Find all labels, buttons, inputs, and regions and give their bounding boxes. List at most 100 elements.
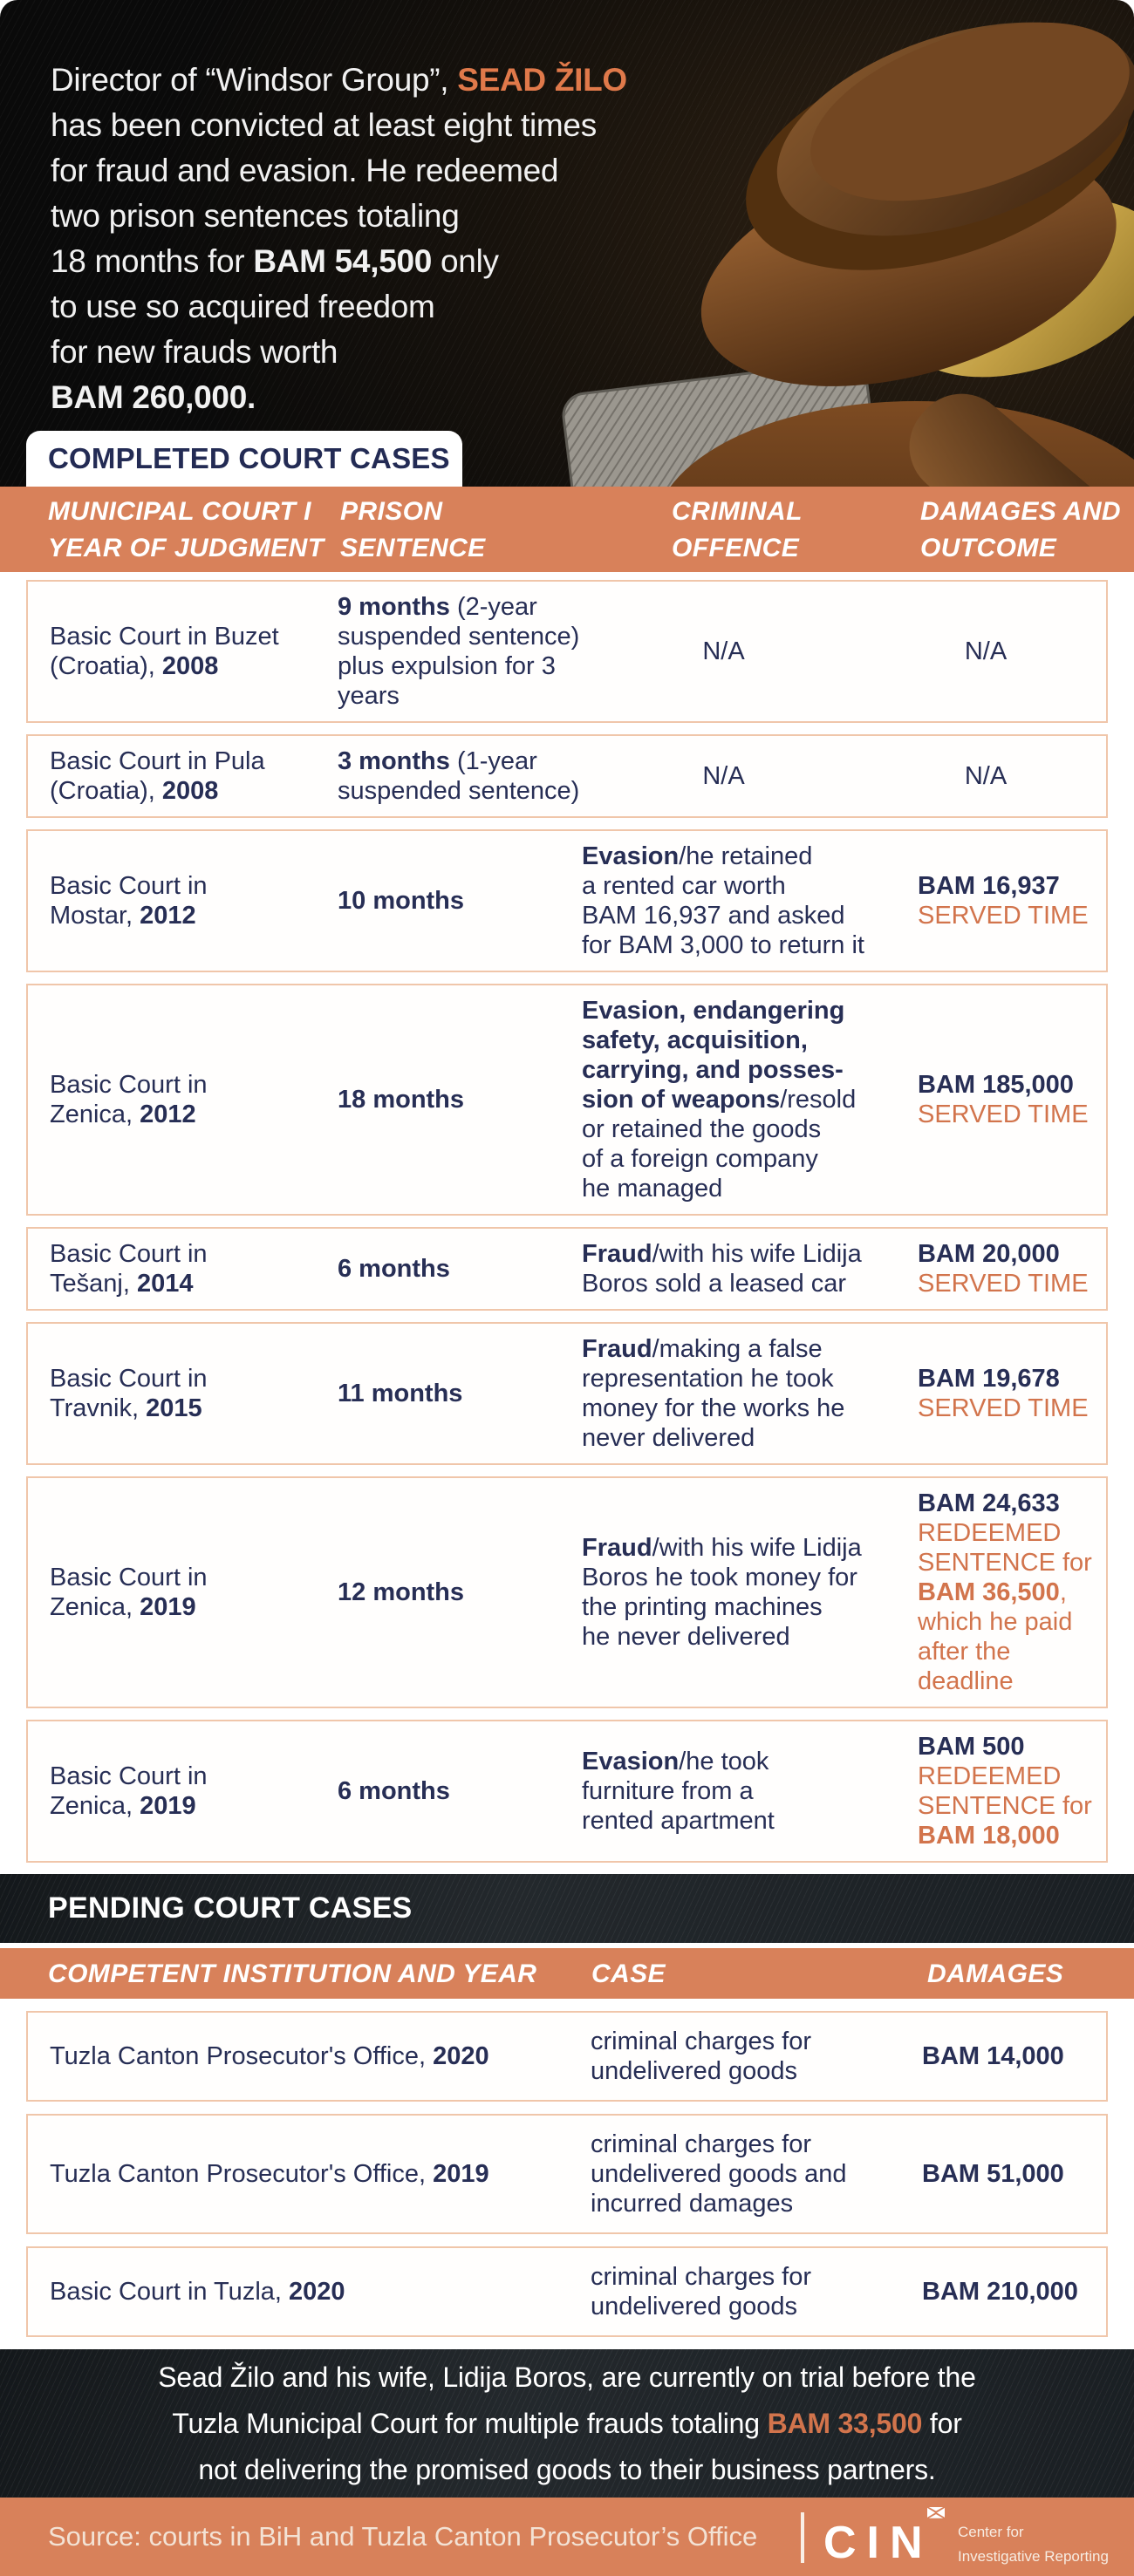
source-text: Source: courts in BiH and Tuzla Canton P…	[48, 2521, 758, 2552]
text-segment: Basic Court in Zenica,	[50, 1762, 208, 1820]
text-segment: (1-year suspended sentence)	[338, 747, 580, 805]
text-segment: two prison sentences totaling	[51, 198, 460, 234]
text-segment: Fraud	[582, 1240, 652, 1268]
text-segment: 9 months	[338, 593, 450, 621]
text-segment: /he retained a rented car worth BAM 16,9…	[582, 842, 864, 959]
cell-court: Basic Court in Pula (Croatia), 2008	[28, 746, 338, 806]
bottom-note-band: Sead Žilo and his wife, Lidija Boros, ar…	[0, 2349, 1134, 2498]
text-segment: N/A	[964, 762, 1008, 790]
cin-logo-text: CIN	[823, 2518, 933, 2568]
text-segment: Director of “Windsor Group”,	[51, 62, 458, 98]
text-segment: 3 months	[338, 747, 450, 775]
text-segment: 2012	[140, 1101, 196, 1128]
completed-table-row: Basic Court in Zenica, 2019 12 months Frau…	[26, 1476, 1108, 1708]
cell-offence: N/A	[582, 637, 918, 666]
column-header-institution: COMPETENT INSTITUTION AND YEAR	[48, 1959, 537, 1988]
completed-table-row: Basic Court in Travnik, 2015 11 months Fra…	[26, 1322, 1108, 1465]
pending-cases-title: PENDING COURT CASES	[48, 1891, 413, 1925]
cell-damages: BAM 16,937 SERVED TIME	[918, 871, 1106, 930]
text-segment: BAM 500	[918, 1733, 1025, 1761]
cell-damages: BAM 14,000	[922, 2041, 1106, 2071]
text-segment: criminal charges for undelivered goods a…	[591, 2130, 847, 2218]
footer-divider	[801, 2512, 804, 2563]
text-segment: BAM 33,500	[767, 2408, 923, 2439]
cell-damages: N/A	[918, 761, 1106, 791]
text-segment: 10 months	[338, 887, 465, 915]
cell-court: Basic Court in Zenica, 2012	[28, 1070, 338, 1129]
cell-case: criminal charges for undelivered goods a…	[591, 2130, 922, 2218]
text-segment: for	[922, 2408, 962, 2439]
cell-damages: BAM 20,000 SERVED TIME	[918, 1239, 1106, 1298]
text-segment: BAM 54,500	[253, 243, 433, 279]
cell-sentence: 6 months	[338, 1254, 582, 1284]
text-line: not delivering the promised goods to the…	[0, 2447, 1134, 2493]
text-segment: Evasion, endangering safety, acquisition…	[582, 997, 845, 1114]
text-line: Sead Žilo and his wife, Lidija Boros, ar…	[0, 2355, 1134, 2401]
header-line: PRISON	[340, 497, 443, 526]
text-segment: SERVED TIME	[918, 1270, 1089, 1298]
header-line: OFFENCE	[672, 534, 800, 562]
text-segment: /he took furniture from a rented apartme…	[582, 1748, 775, 1835]
text-segment: 11 months	[338, 1380, 463, 1407]
completed-table-row: Basic Court in Pula (Croatia), 2008 3 mon…	[26, 734, 1108, 818]
text-segment: N/A	[964, 637, 1008, 665]
column-header-case: CASE	[591, 1959, 666, 1988]
cin-logo-mark	[927, 2507, 945, 2518]
pending-table-rows: Tuzla Canton Prosecutor's Office, 2020 cr…	[0, 2011, 1134, 2337]
cell-court: Basic Court in Travnik, 2015	[28, 1364, 338, 1423]
text-segment: Evasion	[582, 1748, 680, 1775]
pending-cases-title-band: PENDING COURT CASES	[0, 1874, 1134, 1943]
text-segment: 2019	[140, 1792, 196, 1820]
footer: Source: courts in BiH and Tuzla Canton P…	[0, 2498, 1134, 2576]
cell-offence: N/A	[582, 761, 918, 791]
cell-court: Basic Court in Mostar, 2012	[28, 871, 338, 930]
cell-offence: Evasion/he retained a rented car worth B…	[582, 842, 918, 960]
text-segment: 2019	[140, 1593, 196, 1621]
text-segment: Basic Court in Zenica,	[50, 1564, 208, 1621]
text-segment: Tuzla Municipal Court for multiple fraud…	[172, 2408, 768, 2439]
cell-institution: Tuzla Canton Prosecutor's Office, 2020	[28, 2041, 591, 2071]
text-segment: criminal charges for undelivered goods	[591, 2027, 812, 2085]
text-segment: for fraud and evasion. He redeemed	[51, 153, 559, 188]
cell-institution: Basic Court in Tuzla, 2020	[28, 2277, 591, 2307]
text-segment: 12 months	[338, 1578, 465, 1606]
text-segment: BAM 19,678	[918, 1365, 1060, 1393]
completed-table-row: Basic Court in Zenica, 2019 6 months Evasi…	[26, 1720, 1108, 1863]
pending-table-row: Tuzla Canton Prosecutor's Office, 2020 cr…	[26, 2011, 1108, 2102]
text-segment: (2-year suspended sentence) plus expulsi…	[338, 593, 580, 710]
cell-institution: Tuzla Canton Prosecutor's Office, 2019	[28, 2159, 591, 2189]
text-segment: Evasion	[582, 842, 680, 870]
column-header-pending-damages: DAMAGES	[927, 1959, 1064, 1988]
text-line: Tuzla Municipal Court for multiple fraud…	[0, 2401, 1134, 2447]
text-segment: 2020	[289, 2278, 345, 2306]
completed-table-header: MUNICIPAL COURT I YEAR OF JUDGMENT PRISON…	[0, 487, 1134, 572]
completed-table-row: Basic Court in Buzet (Croatia), 2008 9 mo…	[26, 580, 1108, 723]
text-segment: Tuzla Canton Prosecutor's Office,	[50, 2160, 434, 2188]
text-segment: 2008	[161, 652, 219, 680]
text-segment: Fraud	[582, 1335, 652, 1363]
cell-sentence: 10 months	[338, 886, 582, 916]
cell-case: criminal charges for undelivered goods	[591, 2262, 922, 2321]
cell-damages: BAM 210,000	[922, 2277, 1106, 2307]
text-segment: has been convicted at least eight times	[51, 107, 597, 143]
text-segment: /with his wife Lidija Boros sold a lease…	[582, 1240, 862, 1298]
completed-cases-title: COMPLETED COURT CASES	[48, 442, 450, 474]
text-line: Director of “Windsor Group”, SEAD ŽILO	[51, 58, 627, 103]
text-segment: Basic Court in Travnik,	[50, 1365, 208, 1422]
column-header-sentence: PRISON SENTENCE	[340, 494, 486, 567]
hero-section: Director of “Windsor Group”, SEAD ŽILO ha…	[0, 0, 1134, 487]
text-segment: BAM 51,000	[922, 2160, 1064, 2188]
column-header-offence: CRIMINAL OFFENCE	[672, 494, 803, 567]
cell-damages: N/A	[918, 637, 1106, 666]
text-segment: SEAD ŽILO	[457, 62, 627, 98]
text-segment: , which he paid after the deadline	[918, 1578, 1073, 1695]
completed-table-row: Basic Court in Zenica, 2012 18 months Evas…	[26, 984, 1108, 1216]
completed-table-rows: Basic Court in Buzet (Croatia), 2008 9 mo…	[0, 580, 1134, 1863]
cell-court: Basic Court in Zenica, 2019	[28, 1762, 338, 1821]
cell-offence: Evasion, endangering safety, acquisition…	[582, 996, 918, 1203]
text-line: BAM 260,000.	[51, 375, 627, 420]
cell-damages: BAM 500 REDEEMED SENTENCE for BAM 18,000	[918, 1732, 1106, 1850]
text-segment: /resold or retained the goods of a forei…	[582, 1086, 857, 1203]
text-segment: to use so acquired freedom	[51, 289, 435, 324]
completed-table-row: Basic Court in Tešanj, 2014 6 months Fraud…	[26, 1227, 1108, 1311]
